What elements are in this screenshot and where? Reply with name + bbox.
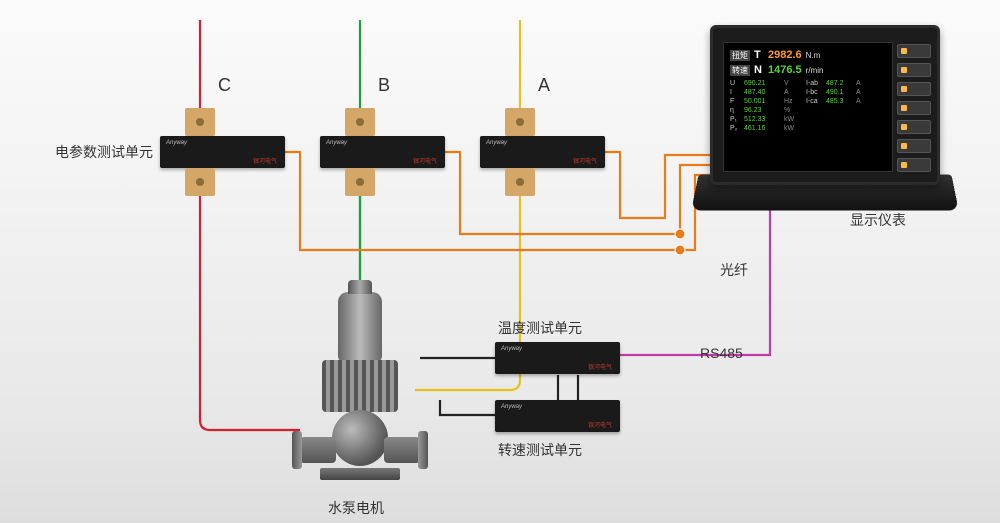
side-button[interactable] (897, 82, 931, 96)
elec-sensor-c: Anyway 银河电气 (160, 136, 285, 168)
sensor-brand: Anyway (486, 140, 507, 146)
elec-sensor-a: Anyway 银河电气 (480, 136, 605, 168)
sensor-brand: Anyway (326, 140, 347, 146)
side-button[interactable] (897, 44, 931, 58)
sensor-subtext: 银河电气 (573, 156, 597, 165)
sensor-brand: Anyway (501, 346, 522, 352)
terminal-a-top (505, 108, 535, 136)
label-elec-unit: 电参数测试单元 (55, 142, 153, 162)
terminal-c-bot (185, 168, 215, 196)
sensor-subtext: 银河电气 (588, 362, 612, 371)
temp-sensor: Anyway 银河电气 (495, 342, 620, 374)
sensor-subtext: 银河电气 (413, 156, 437, 165)
phase-label-c: C (218, 75, 231, 96)
side-button[interactable] (897, 63, 931, 77)
label-display-meter: 显示仪表 (850, 210, 906, 230)
label-rs485: RS485 (700, 345, 743, 361)
display-monitor: 扭矩T2982.6N.m转速N1476.5r/min U690.21VI-ab4… (710, 25, 940, 200)
phase-label-a: A (538, 75, 550, 96)
terminal-a-bot (505, 168, 535, 196)
terminal-c-top (185, 108, 215, 136)
monitor-screen: 扭矩T2982.6N.m转速N1476.5r/min U690.21VI-ab4… (723, 42, 893, 172)
terminal-b-bot (345, 168, 375, 196)
pump-motor (300, 292, 420, 492)
phase-label-b: B (378, 75, 390, 96)
label-fiber: 光纤 (720, 260, 748, 280)
monitor-side-buttons (897, 44, 931, 172)
sensor-brand: Anyway (166, 140, 187, 146)
speed-sensor: Anyway 银河电气 (495, 400, 620, 432)
sensor-brand: Anyway (501, 404, 522, 410)
elec-sensor-b: Anyway 银河电气 (320, 136, 445, 168)
sensor-subtext: 银河电气 (253, 156, 277, 165)
side-button[interactable] (897, 101, 931, 115)
label-pump-motor: 水泵电机 (328, 498, 384, 518)
side-button[interactable] (897, 120, 931, 134)
label-speed-unit: 转速测试单元 (498, 440, 582, 460)
side-button[interactable] (897, 139, 931, 153)
sensor-subtext: 银河电气 (588, 420, 612, 429)
terminal-b-top (345, 108, 375, 136)
side-button[interactable] (897, 158, 931, 172)
label-temp-unit: 温度测试单元 (498, 318, 582, 338)
